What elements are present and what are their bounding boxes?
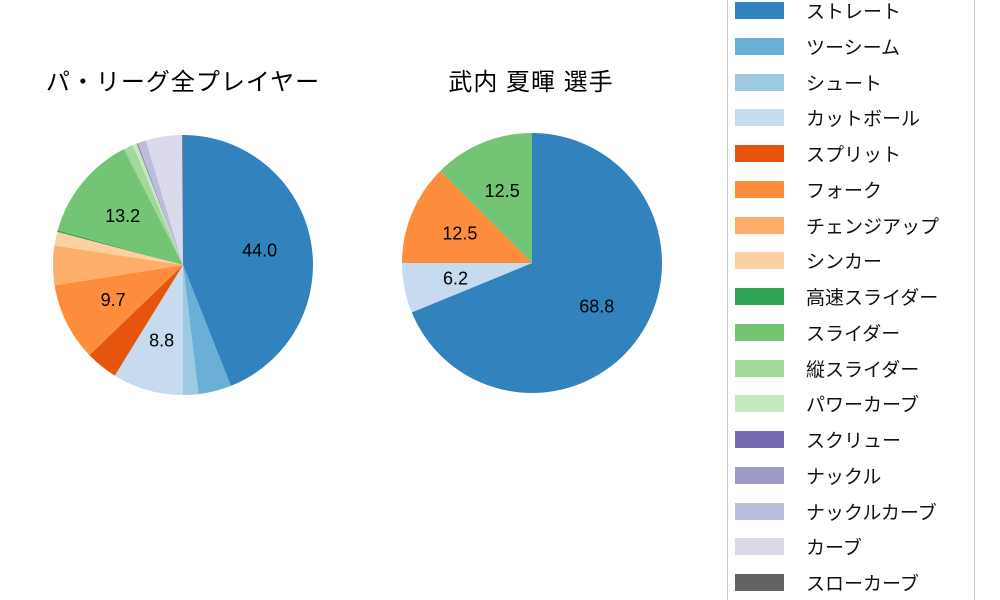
pie-value-label: 12.5 bbox=[442, 224, 477, 244]
legend-swatch bbox=[735, 73, 784, 91]
pie-slice bbox=[114, 265, 183, 395]
legend-label: ツーシーム bbox=[806, 37, 901, 59]
pie-value-label: 6.2 bbox=[443, 268, 468, 288]
legend-swatch bbox=[735, 216, 784, 234]
legend-label: シュート bbox=[806, 73, 883, 95]
pie-slice bbox=[89, 265, 183, 376]
legend-item: シュート bbox=[735, 73, 882, 95]
chart-title-league: パ・リーグ全プレイヤー bbox=[45, 69, 321, 96]
legend-label: カーブ bbox=[806, 538, 862, 560]
legend-label: シンカー bbox=[806, 252, 883, 274]
legend-item: チェンジアップ bbox=[735, 216, 939, 238]
pie-slice bbox=[123, 145, 183, 265]
legend-label: ストレート bbox=[806, 2, 902, 23]
legend-swatch bbox=[735, 466, 784, 484]
legend-label: カットボール bbox=[806, 109, 921, 131]
legend-label: チェンジアップ bbox=[806, 216, 940, 238]
legend-swatch bbox=[735, 37, 784, 55]
legend: ストレートツーシームシュートカットボール スプリットフォークチェンジアップ シンカー… bbox=[727, 0, 975, 600]
legend-item: パワーカーブ bbox=[735, 395, 919, 416]
legend-swatch bbox=[735, 359, 784, 377]
pie-slice bbox=[53, 245, 184, 286]
legend-item: ナックル bbox=[735, 466, 881, 488]
legend-label: 縦スライダー bbox=[806, 359, 920, 381]
legend-item: ストレート bbox=[735, 2, 901, 23]
legend-item: 高速スライダー bbox=[735, 288, 938, 309]
legend-item: スプリット bbox=[735, 145, 901, 166]
legend-label: パワーカーブ bbox=[806, 395, 919, 417]
pie-slice bbox=[136, 143, 183, 265]
pie-value-label: 13.2 bbox=[105, 206, 140, 226]
legend-item: カットボール bbox=[735, 109, 920, 130]
legend-label: 高速スライダー bbox=[806, 288, 939, 309]
legend-item: スクリュー bbox=[735, 431, 901, 452]
pie-value-label: 44.0 bbox=[242, 241, 277, 261]
pie-slice bbox=[137, 142, 183, 265]
pie-value-label: 9.7 bbox=[101, 290, 126, 310]
legend-swatch bbox=[735, 574, 784, 591]
legend-label: スクリュー bbox=[806, 431, 902, 452]
pie-slice bbox=[183, 265, 231, 395]
legend-item: カーブ bbox=[735, 538, 862, 559]
legend-label: スプリット bbox=[806, 145, 902, 166]
pie-slice bbox=[57, 230, 183, 265]
legend-item: ツーシーム bbox=[735, 37, 900, 59]
pie-slice bbox=[145, 135, 183, 265]
legend-swatch bbox=[735, 502, 784, 520]
legend-item: 縦スライダー bbox=[735, 359, 919, 381]
pie-slice bbox=[183, 135, 314, 386]
legend-swatch bbox=[735, 395, 784, 413]
legend-item: スローカーブ bbox=[735, 574, 919, 595]
pie-slice bbox=[411, 133, 663, 393]
legend-item: フォーク bbox=[735, 180, 882, 202]
pie-slice bbox=[54, 231, 184, 265]
pie-slice bbox=[138, 140, 183, 265]
pie-slice bbox=[54, 265, 183, 356]
chart-title-player: 武内 夏暉 選手 bbox=[448, 69, 614, 96]
legend-swatch bbox=[735, 2, 784, 19]
legend-item: ナックルカーブ bbox=[735, 502, 937, 524]
legend-label: ナックル bbox=[806, 466, 882, 488]
legend-swatch bbox=[735, 538, 784, 556]
pie-value-label: 12.5 bbox=[485, 181, 520, 201]
legend-label: スローカーブ bbox=[806, 574, 919, 595]
legend-swatch bbox=[735, 252, 784, 270]
legend-item: シンカー bbox=[735, 252, 882, 273]
pie-slice bbox=[57, 149, 183, 265]
pie-slice bbox=[182, 134, 183, 265]
legend-label: フォーク bbox=[806, 180, 883, 202]
legend-swatch bbox=[735, 431, 784, 448]
pie-value-label: 68.8 bbox=[579, 297, 614, 317]
legend-label: スライダー bbox=[806, 323, 901, 345]
pie-slice bbox=[183, 265, 199, 395]
pie-slice bbox=[440, 133, 532, 263]
legend-swatch bbox=[735, 180, 784, 198]
legend-swatch bbox=[735, 323, 784, 341]
pie-value-label: 8.8 bbox=[149, 330, 174, 350]
pie-slice bbox=[402, 263, 532, 313]
legend-label: ナックルカーブ bbox=[806, 502, 937, 524]
pie-slice bbox=[132, 143, 183, 265]
legend-swatch bbox=[735, 145, 784, 162]
legend-swatch bbox=[735, 288, 784, 305]
legend-swatch bbox=[735, 109, 784, 127]
pie-slice bbox=[402, 171, 532, 263]
legend-item: スライダー bbox=[735, 323, 900, 345]
